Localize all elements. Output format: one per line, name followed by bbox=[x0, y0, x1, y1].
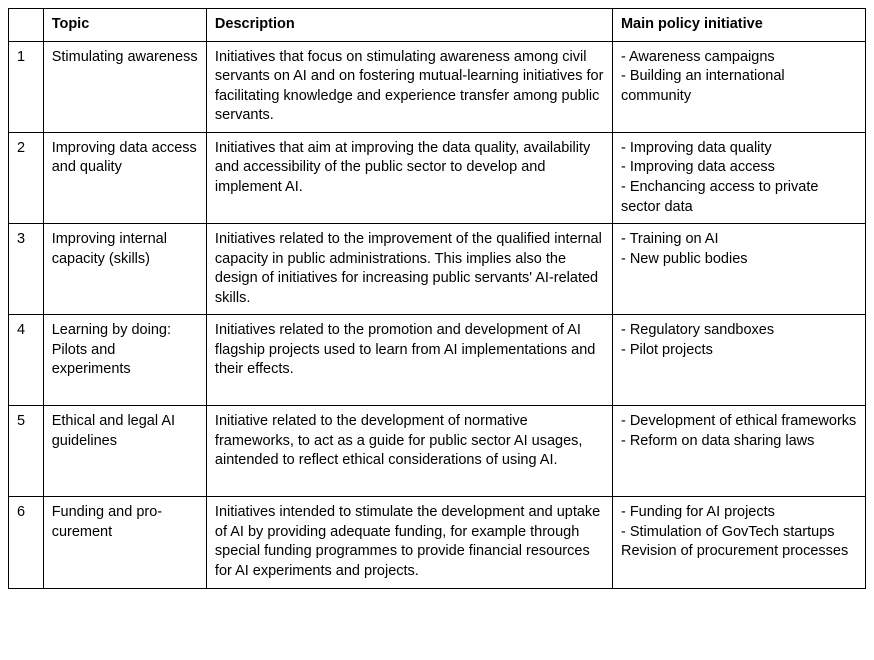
col-header-topic: Topic bbox=[43, 9, 206, 42]
cell-number: 6 bbox=[9, 497, 44, 588]
cell-initiative: - Awareness campaigns- Building an inter… bbox=[612, 41, 865, 132]
cell-description: Initiatives related to the improvement o… bbox=[206, 224, 612, 315]
table-row: 1 Stimulating awareness Initiatives that… bbox=[9, 41, 866, 132]
cell-initiative: - Regulatory sandboxes- Pilot projects bbox=[612, 315, 865, 406]
cell-description: Initiatives intended to stimulate the de… bbox=[206, 497, 612, 588]
cell-description: Initiatives that aim at improving the da… bbox=[206, 132, 612, 223]
cell-topic: Ethical and legal AI guidelines bbox=[43, 406, 206, 497]
cell-initiative: - Improving data quality- Improving data… bbox=[612, 132, 865, 223]
cell-description: Initiatives related to the promotion and… bbox=[206, 315, 612, 406]
cell-description: Initiatives that focus on stimulating aw… bbox=[206, 41, 612, 132]
cell-topic: Stimulating awareness bbox=[43, 41, 206, 132]
cell-initiative: - Funding for AI projects- Stimulation o… bbox=[612, 497, 865, 588]
table-header-row: Topic Description Main policy initiative bbox=[9, 9, 866, 42]
col-header-number bbox=[9, 9, 44, 42]
cell-initiative: - Training on AI- New public bodies bbox=[612, 224, 865, 315]
cell-topic: Improving internal capacity (skills) bbox=[43, 224, 206, 315]
cell-number: 5 bbox=[9, 406, 44, 497]
col-header-description: Description bbox=[206, 9, 612, 42]
table-row: 4 Learning by doing: Pilots and experime… bbox=[9, 315, 866, 406]
table-row: 6 Funding and pro‐curement Initiatives i… bbox=[9, 497, 866, 588]
policy-table: Topic Description Main policy initiative… bbox=[8, 8, 866, 589]
cell-topic: Learning by doing: Pilots and experiment… bbox=[43, 315, 206, 406]
table-row: 5 Ethical and legal AI guidelines Initia… bbox=[9, 406, 866, 497]
cell-number: 1 bbox=[9, 41, 44, 132]
cell-topic: Improving data access and quality bbox=[43, 132, 206, 223]
cell-number: 2 bbox=[9, 132, 44, 223]
table-row: 2 Improving data access and quality Init… bbox=[9, 132, 866, 223]
table-row: 3 Improving internal capacity (skills) I… bbox=[9, 224, 866, 315]
cell-topic: Funding and pro‐curement bbox=[43, 497, 206, 588]
cell-initiative: - Development of ethical frameworks- Ref… bbox=[612, 406, 865, 497]
col-header-initiative: Main policy initiative bbox=[612, 9, 865, 42]
cell-description: Initiative related to the development of… bbox=[206, 406, 612, 497]
cell-number: 4 bbox=[9, 315, 44, 406]
cell-number: 3 bbox=[9, 224, 44, 315]
